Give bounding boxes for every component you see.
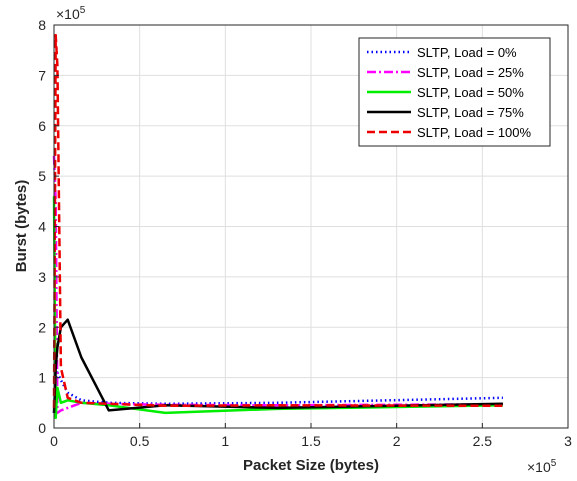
y-tick-label: 0: [38, 420, 46, 436]
axes: 0 0.5 1 1.5 2 2.5 3 0 1 2 3 4 5 6 7 8: [38, 17, 572, 449]
x-tick-label: 0: [50, 433, 58, 449]
x-tick-label: 0.5: [130, 433, 150, 449]
x-axis-label: Packet Size (bytes): [243, 457, 379, 474]
y-axis-label: Burst (bytes): [13, 180, 30, 273]
legend-entry: SLTP, Load = 0%: [417, 45, 517, 60]
y-tick-label: 4: [38, 219, 46, 235]
y-tick-label: 8: [38, 17, 46, 33]
y-tick-label: 3: [38, 269, 46, 285]
x-tick-label: 1: [221, 433, 229, 449]
x-tick-label: 1.5: [301, 433, 321, 449]
x-axis-multiplier: ×105: [527, 458, 557, 475]
series-layer: [52, 33, 503, 420]
x-tick-label: 3: [564, 433, 572, 449]
legend: SLTP, Load = 0% SLTP, Load = 25% SLTP, Loa…: [358, 37, 551, 147]
y-tick-label: 2: [38, 319, 46, 335]
legend-entry: SLTP, Load = 50%: [417, 85, 524, 100]
legend-entry: SLTP, Load = 25%: [417, 65, 524, 80]
legend-entry: SLTP, Load = 75%: [417, 105, 524, 120]
legend-entry: SLTP, Load = 100%: [417, 125, 532, 140]
series-line-4: [52, 33, 503, 408]
y-tick-label: 7: [38, 67, 46, 83]
y-tick-label: 1: [38, 370, 46, 386]
x-tick-label: 2: [393, 433, 401, 449]
y-tick-label: 6: [38, 118, 46, 134]
x-tick-label: 2.5: [473, 433, 493, 449]
series-line-1: [52, 155, 503, 415]
y-tick-label: 5: [38, 168, 46, 184]
y-axis-multiplier: ×105: [56, 5, 86, 22]
